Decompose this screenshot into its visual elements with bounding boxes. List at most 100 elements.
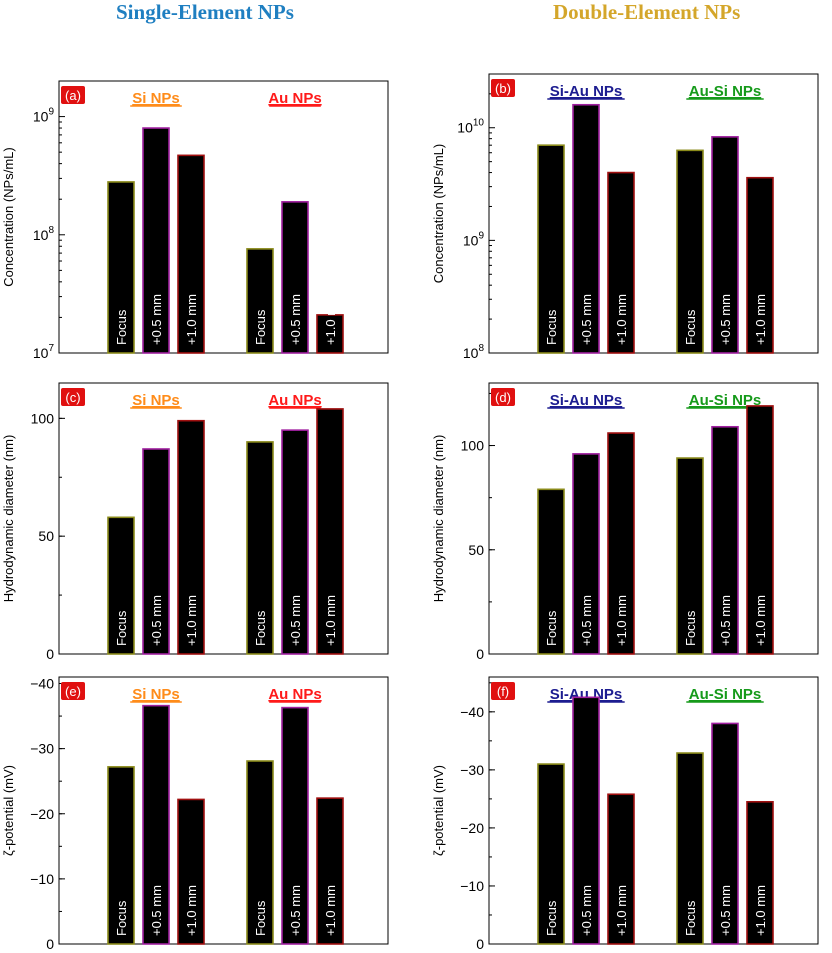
bar-au-si-nps-2 <box>746 405 774 655</box>
bar-si-au-nps-1 <box>572 103 600 354</box>
group-label: Si NPs <box>132 392 180 409</box>
y-axis-label: Concentration (NPs/mL) <box>431 144 446 283</box>
y-tick-label: 109 <box>463 230 485 248</box>
chart-panel-f: 0 −10 −20 −30 −40 ζ-potential (mV) (f) Si-Au NP… <box>431 676 819 952</box>
bar-au-si-nps-1 <box>711 425 739 655</box>
group-label: Au NPs <box>268 90 321 107</box>
bar-category-label: Focus <box>114 309 129 345</box>
bar-category-label: Focus <box>544 309 559 345</box>
panel-tag-label: (f) <box>497 684 509 699</box>
bar-category-label: Focus <box>544 900 559 936</box>
bar-category-label: +1.0 mm <box>184 595 199 646</box>
panel-tag-label: (c) <box>65 390 80 405</box>
bar-au-nps-0 <box>246 441 274 655</box>
y-tick-label: 108 <box>463 343 485 361</box>
bar-category-label: Focus <box>544 610 559 646</box>
group-label: Au-Si NPs <box>689 392 762 409</box>
bar-au-si-nps-2 <box>746 800 774 945</box>
y-axis-label: Hydrodynamic diameter (nm) <box>431 435 446 603</box>
bar-category-label: Focus <box>683 309 698 345</box>
bar-category-label: +1.0 mm <box>184 294 199 345</box>
y-tick-label: −40 <box>460 704 484 720</box>
chart-panel-c: 0 50 100 Hydrodynamic diameter (nm) (c) Si NP… <box>1 382 389 662</box>
group-label: Au NPs <box>268 392 321 409</box>
bar-category-label: +1.0 mm <box>753 294 768 345</box>
bar-category-label: Focus <box>683 610 698 646</box>
bar-au-si-nps-0 <box>676 457 704 655</box>
bar-category-label: +0.5 mm <box>149 294 164 345</box>
panel-tag <box>491 388 515 406</box>
y-tick-label: 1010 <box>457 118 484 136</box>
bar-category-label: +0.5 mm <box>579 885 594 936</box>
bar-si-au-nps-1 <box>572 696 600 945</box>
bar-si-au-nps-2 <box>607 432 635 655</box>
group-label: Si NPs <box>132 90 180 107</box>
group-label: Au-Si NPs <box>689 686 762 703</box>
bar-category-label: +0.5 mm <box>718 885 733 936</box>
bar-si-nps-1 <box>142 127 170 354</box>
bar-category-label: Focus <box>114 900 129 936</box>
y-tick-label: 0 <box>476 936 484 952</box>
y-tick-label: 50 <box>38 528 54 544</box>
bar-si-nps-1 <box>142 448 170 655</box>
y-tick-label: 100 <box>461 438 485 454</box>
bar-category-label: +1.0 mm <box>753 595 768 646</box>
title-single-element: Single-Element NPs <box>116 0 294 24</box>
y-tick-label: −40 <box>30 676 54 692</box>
plot-frame <box>488 73 819 354</box>
bar-au-nps-0 <box>246 760 274 945</box>
group-label: Si-Au NPs <box>550 83 623 100</box>
bar-category-label: +0.5 mm <box>149 885 164 936</box>
bar-au-nps-2 <box>316 797 344 945</box>
bar-category-label: +1.0 mm <box>614 885 629 936</box>
bar-au-nps-2 <box>316 408 344 655</box>
bar-category-label: +0.5 mm <box>288 885 303 936</box>
bar-category-label: +0.5 mm <box>149 595 164 646</box>
bar-category-label: Focus <box>253 900 268 936</box>
panel-tag-label: (d) <box>495 390 511 405</box>
bar-si-au-nps-0 <box>537 144 565 354</box>
y-tick-label: 108 <box>33 225 55 243</box>
y-tick-label: −20 <box>30 806 54 822</box>
group-label: Si NPs <box>132 686 180 703</box>
plot-frame <box>488 676 819 945</box>
bar-category-label: Focus <box>253 610 268 646</box>
panel-tag <box>61 86 85 104</box>
panel-tag <box>61 682 85 700</box>
y-tick-label: −30 <box>30 741 54 757</box>
bar-au-nps-1 <box>281 706 309 945</box>
plot-frame <box>488 382 819 655</box>
bar-category-label: +0.5 mm <box>288 595 303 646</box>
y-axis-label: ζ-potential (mV) <box>1 765 16 856</box>
bar-category-label: +1.0 mm <box>184 885 199 936</box>
bar-category-label: +1.0 mm <box>323 294 338 345</box>
bar-category-label: +0.5 mm <box>579 294 594 345</box>
group-label: Si-Au NPs <box>550 392 623 409</box>
y-axis-label: Hydrodynamic diameter (nm) <box>1 435 16 603</box>
panel-tag <box>61 388 85 406</box>
bar-category-label: +0.5 mm <box>579 595 594 646</box>
panel-tag-label: (a) <box>65 88 81 103</box>
bar-category-label: Focus <box>683 900 698 936</box>
bar-category-label: +1.0 mm <box>614 294 629 345</box>
chart-panel-d: 0 50 100 Hydrodynamic diameter (nm) (d) Si-Au… <box>431 382 819 662</box>
bar-si-au-nps-0 <box>537 763 565 945</box>
panel-tag-label: (e) <box>65 684 81 699</box>
y-tick-label: 0 <box>46 646 54 662</box>
y-tick-label: 0 <box>46 936 54 952</box>
y-tick-label: 50 <box>468 542 484 558</box>
plot-frame <box>58 676 389 945</box>
bar-au-si-nps-0 <box>676 752 704 945</box>
group-label: Si-Au NPs <box>550 686 623 703</box>
chart-panel-e: 0 −10 −20 −30 −40 ζ-potential (mV) (e) Si NPs Fo… <box>1 676 389 952</box>
bar-si-nps-0 <box>107 181 135 354</box>
bar-category-label: Focus <box>114 610 129 646</box>
bar-au-si-nps-1 <box>711 722 739 945</box>
bar-category-label: +1.0 mm <box>753 885 768 936</box>
bar-category-label: +0.5 mm <box>288 294 303 345</box>
y-tick-label: −20 <box>460 820 484 836</box>
chart-panel-b: 108 109 1010 Concentration (NPs/mL) (b) Si-Au… <box>431 73 819 361</box>
title-double-element: Double-Element NPs <box>553 0 741 24</box>
chart-panel-a: 107 108 109 Concentration (NPs/mL) (a) Si NPs… <box>1 80 389 361</box>
y-tick-label: −30 <box>460 762 484 778</box>
